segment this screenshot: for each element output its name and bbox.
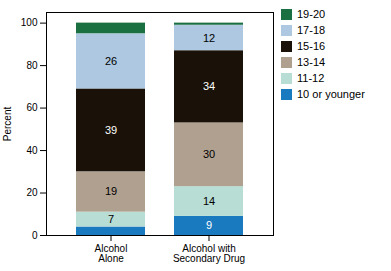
svg-text:14: 14 [203, 195, 215, 207]
svg-text:Percent: Percent [2, 107, 13, 142]
svg-text:19: 19 [105, 185, 117, 197]
html-text:15-16: 15-16 [297, 40, 326, 52]
svg-text:9: 9 [206, 219, 212, 231]
svg-text:AlcoholAlone: AlcoholAlone [95, 243, 128, 264]
svg-text:60: 60 [26, 102, 38, 113]
svg-text:100: 100 [21, 17, 38, 28]
html-text:19-20: 19-20 [297, 8, 326, 20]
svg-text:80: 80 [26, 60, 38, 71]
svg-text:Alcohol withSecondary Drug: Alcohol withSecondary Drug [173, 243, 245, 264]
svg-text:39: 39 [105, 124, 117, 136]
svg-text:20: 20 [26, 187, 38, 198]
svg-text:34: 34 [203, 80, 215, 92]
svg-text:26: 26 [105, 55, 117, 67]
html-text:17-18: 17-18 [297, 24, 326, 36]
svg-text:7: 7 [108, 213, 114, 225]
svg-text:30: 30 [203, 148, 215, 160]
svg-text:0: 0 [32, 230, 38, 241]
html-text:13-14: 13-14 [297, 56, 326, 68]
html-text:10 or younger: 10 or younger [297, 88, 365, 100]
html-text:11-12: 11-12 [297, 72, 325, 84]
svg-text:40: 40 [26, 145, 38, 156]
svg-text:12: 12 [203, 32, 215, 44]
